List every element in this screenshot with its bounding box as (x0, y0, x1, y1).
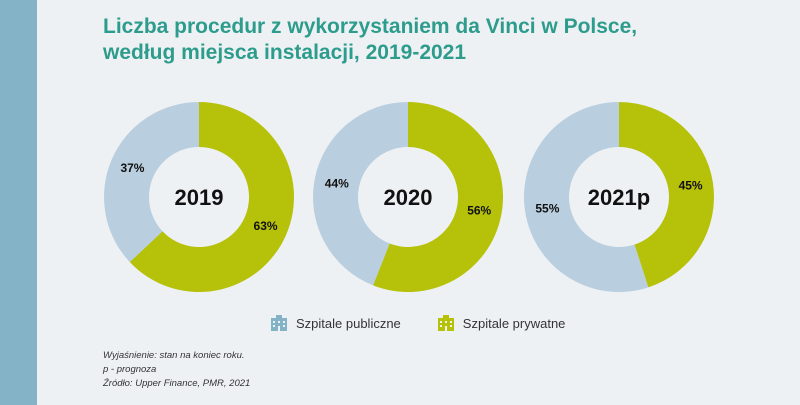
donut-center-year-label: 2019 (175, 185, 224, 210)
chart-title: Liczba procedur z wykorzystaniem da Vinc… (103, 14, 743, 66)
donut-slice-public-2021p (524, 102, 649, 292)
legend-label-private: Szpitale prywatne (462, 315, 566, 331)
donut-value-label: 37% (120, 161, 144, 175)
legend-item-private: Szpitale prywatne (437, 315, 566, 331)
donut-slice-public-2019 (104, 102, 199, 263)
side-accent-bar (0, 0, 37, 405)
donut-slice-private-2019 (129, 102, 294, 292)
donut-slice-public-2020 (313, 102, 408, 286)
donut-value-label: 55% (535, 201, 559, 215)
donut-slice-private-2020 (373, 102, 503, 292)
donut-center-year-label: 2021p (588, 185, 650, 210)
chart-title-line-1: Liczba procedur z wykorzystaniem da Vinc… (103, 15, 638, 38)
legend-item-public: Szpitale publiczne (270, 315, 401, 331)
donut-value-label: 44% (325, 176, 349, 190)
legend: Szpitale publiczne Szpitale prywatne (270, 315, 565, 331)
donut-value-label: 63% (254, 219, 278, 233)
donut-center-year-label: 2020 (384, 185, 433, 210)
building-icon (437, 315, 454, 331)
footnotes: Wyjaśnienie: stan na koniec roku. p - pr… (103, 349, 250, 391)
note-source: Źródło: Upper Finance, PMR, 2021 (103, 378, 251, 389)
building-icon (271, 315, 287, 331)
note-explanation: Wyjaśnienie: stan na koniec roku. (103, 350, 245, 361)
donut-slice-private-2021p (619, 101, 715, 288)
donut-value-label: 45% (679, 179, 703, 193)
donut-value-label: 56% (467, 204, 491, 218)
legend-label-public: Szpitale publiczne (296, 315, 401, 331)
chart-title-line-2: według miejsca instalacji, 2019-2021 (103, 41, 467, 64)
note-forecast: p - prognoza (103, 364, 157, 375)
